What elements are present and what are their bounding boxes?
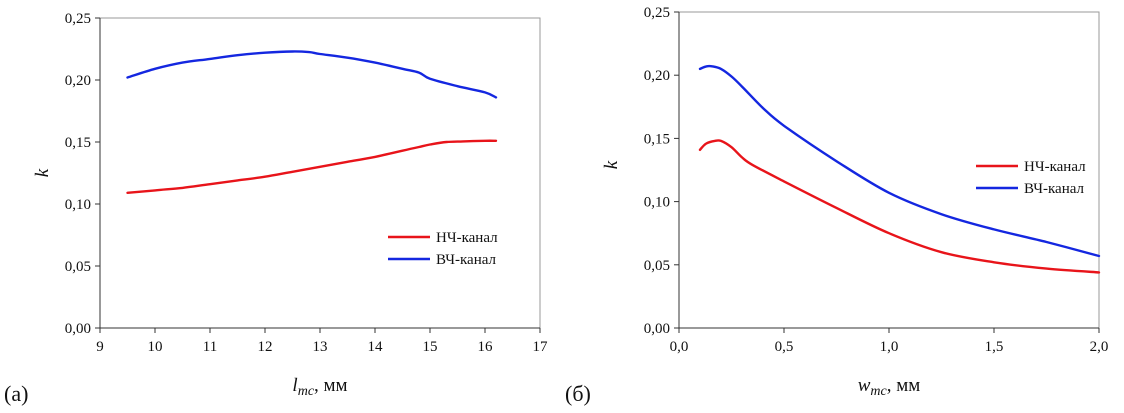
x-axis-label-sub-b: mc xyxy=(870,384,887,399)
chart-panel-b: 0,000,050,100,150,200,250,0 0,5 1,0 1,5 2,0 … xyxy=(565,5,1108,406)
y-tick-label-b: 0,15 xyxy=(644,131,670,147)
axes-a: 0,00 0,05 0,10 0,15 0,20 0,25 9 10 11 12 13 14 15 16 1… xyxy=(65,11,548,355)
x-tick-label-a: 15 xyxy=(423,339,438,355)
y-tick-label-b: 0,10 xyxy=(644,195,670,211)
legend-label-vch-b: ВЧ-канал xyxy=(1024,181,1085,197)
y-tick-label-b: 0,05 xyxy=(644,258,670,274)
y-tick-label-a: 0,05 xyxy=(65,259,91,275)
series-line-nch-a xyxy=(126,139,498,194)
x-tick-label-a: 11 xyxy=(203,339,217,355)
y-tick-label-a: 0,20 xyxy=(65,73,91,89)
x-tick-label-a: 12 xyxy=(258,339,273,355)
y-tick-label-a: 0,15 xyxy=(65,135,91,151)
legend-label-nch-a: НЧ-канал xyxy=(436,230,498,246)
y-tick-label-a: 0,25 xyxy=(65,11,91,27)
panel-label-a: (а) xyxy=(4,381,28,406)
x-tick-label-a: 16 xyxy=(478,339,494,355)
y-axis-label-b: k xyxy=(601,160,622,169)
legend-label-nch-b: НЧ-канал xyxy=(1024,159,1086,175)
x-tick-label-b: 0,5 xyxy=(775,339,794,355)
x-tick-label-a: 9 xyxy=(96,339,104,355)
y-tick-label-a: 0,00 xyxy=(65,321,91,337)
x-tick-label-b: 1,5 xyxy=(985,339,1004,355)
x-axis-label-b: wmc, мм xyxy=(858,375,921,399)
series-line-nch-b xyxy=(698,139,1101,274)
x-axis-label-a: lmc, мм xyxy=(292,375,347,399)
x-tick-label-b: 1,0 xyxy=(880,339,899,355)
series-group-b xyxy=(698,64,1101,274)
plot-area-a xyxy=(99,17,541,329)
series-line-vch-b xyxy=(698,64,1101,258)
chart-panel-a: 0,00 0,05 0,10 0,15 0,20 0,25 9 10 11 12 13 14 15 16 1… xyxy=(4,11,548,406)
axes-b: 0,00 0,05 0,10 0,15 0,20 0,25 0,0 0,5 1,0 1,5 2,0 xyxy=(644,5,1109,355)
legend-b: НЧ-канал ВЧ-канал xyxy=(976,159,1086,197)
x-axis-label-main-a: l xyxy=(292,375,297,396)
x-axis-label-sub-a: mc xyxy=(298,384,315,399)
series-line-vch-a xyxy=(126,50,498,99)
legend-a: НЧ-канал ВЧ-канал xyxy=(388,230,498,268)
y-tick-label-b: 0,20 xyxy=(644,68,670,84)
x-axis-label-main-b: w xyxy=(858,375,871,396)
x-tick-label-a: 14 xyxy=(368,339,384,355)
panel-label-b: (б) xyxy=(565,381,591,406)
y-tick-label-b: 0,00 xyxy=(644,321,670,337)
legend-label-vch-a: ВЧ-канал xyxy=(436,252,497,268)
x-tick-label-b: 0,0 xyxy=(670,339,689,355)
x-tick-label-a: 13 xyxy=(313,339,328,355)
x-axis-label-suffix-b: , мм xyxy=(887,375,921,396)
y-tick-label-b: 0,25 xyxy=(644,5,670,21)
y-axis-label-a: k xyxy=(32,168,53,177)
series-group-a xyxy=(126,50,498,194)
x-tick-label-b: 2,0 xyxy=(1090,339,1109,355)
x-tick-label-a: 10 xyxy=(148,339,163,355)
x-axis-label-suffix-a: , мм xyxy=(314,375,348,396)
x-tick-label-a: 17 xyxy=(533,339,549,355)
y-tick-label-a: 0,10 xyxy=(65,197,91,213)
